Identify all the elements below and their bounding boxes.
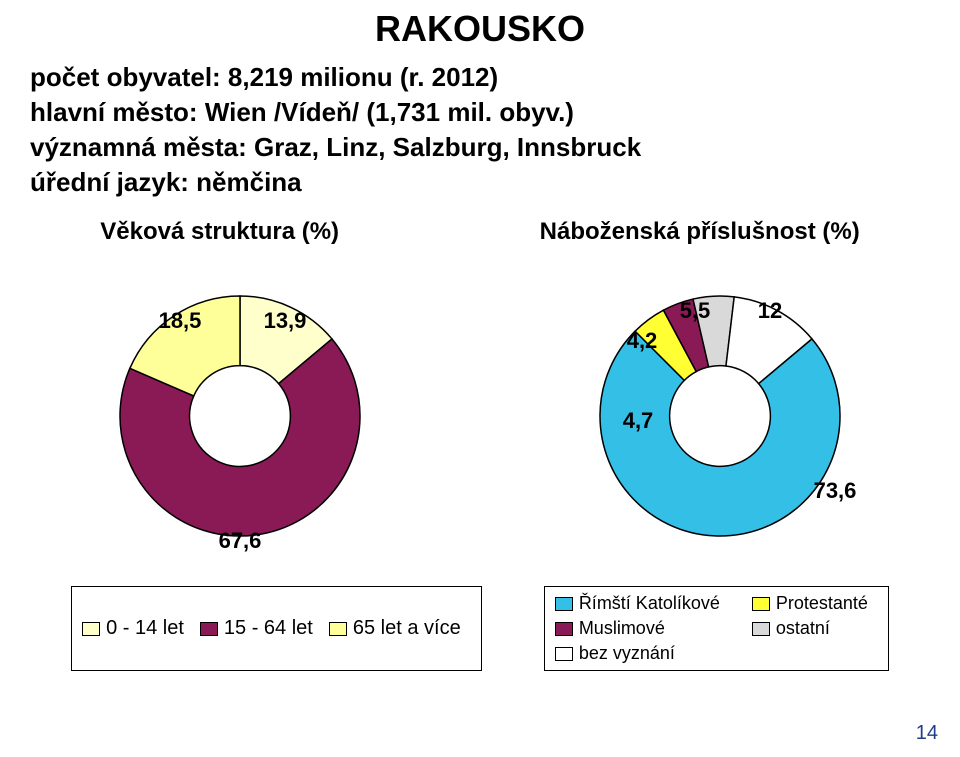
rel-label-none: 12 — [758, 298, 782, 324]
rel-label-protestant: 4,7 — [623, 408, 654, 434]
chart-heading-age: Věková struktura (%) — [100, 218, 339, 246]
swatch-icon — [752, 597, 770, 611]
swatch-icon — [329, 622, 347, 636]
swatch-icon — [555, 597, 573, 611]
age-donut-chart: 13,9 67,6 18,5 — [80, 256, 400, 576]
age-label-65p: 18,5 — [159, 308, 202, 334]
legend-label: bez vyznání — [579, 643, 675, 664]
legend-label: Muslimové — [579, 618, 665, 639]
rel-label-other: 5,5 — [680, 298, 711, 324]
chart-heading-religion: Náboženská příslušnost (%) — [540, 218, 860, 246]
swatch-icon — [82, 622, 100, 636]
age-label-15-64: 67,6 — [219, 528, 262, 554]
legend-item: 65 let a více — [329, 617, 461, 640]
legend-item: ostatní — [752, 618, 868, 639]
legend-item: 15 - 64 let — [200, 617, 313, 640]
rel-label-catholic: 73,6 — [814, 478, 857, 504]
fact-line: počet obyvatel: 8,219 milionu (r. 2012) — [30, 60, 930, 95]
legend-label: 65 let a více — [353, 617, 461, 640]
legend-label: 15 - 64 let — [224, 617, 313, 640]
facts-block: počet obyvatel: 8,219 milionu (r. 2012) … — [0, 50, 960, 200]
page-number: 14 — [916, 722, 938, 745]
rel-label-muslim: 4,2 — [627, 328, 658, 354]
swatch-icon — [200, 622, 218, 636]
swatch-icon — [555, 647, 573, 661]
page-title: RAKOUSKO — [0, 0, 960, 50]
age-legend: 0 - 14 let 15 - 64 let 65 let a více — [71, 586, 482, 671]
legend-label: ostatní — [776, 618, 830, 639]
legend-label: 0 - 14 let — [106, 617, 184, 640]
age-label-0-14: 13,9 — [264, 308, 307, 334]
legend-item: Muslimové — [555, 618, 720, 639]
legend-item: bez vyznání — [555, 643, 720, 664]
legend-label: Protestanté — [776, 593, 868, 614]
legend-item: Římští Katolíkové — [555, 593, 720, 614]
legend-label: Římští Katolíkové — [579, 593, 720, 614]
religion-legend: Římští Katolíkové Protestanté Muslimové … — [544, 586, 889, 671]
fact-line: hlavní město: Wien /Vídeň/ (1,731 mil. o… — [30, 95, 930, 130]
swatch-icon — [752, 622, 770, 636]
religion-donut-chart: 73,6 4,7 4,2 5,5 12 — [560, 256, 880, 576]
legend-item: 0 - 14 let — [82, 617, 184, 640]
swatch-icon — [555, 622, 573, 636]
fact-line: významná města: Graz, Linz, Salzburg, In… — [30, 130, 930, 165]
legend-item: Protestanté — [752, 593, 868, 614]
fact-line: úřední jazyk: němčina — [30, 165, 930, 200]
